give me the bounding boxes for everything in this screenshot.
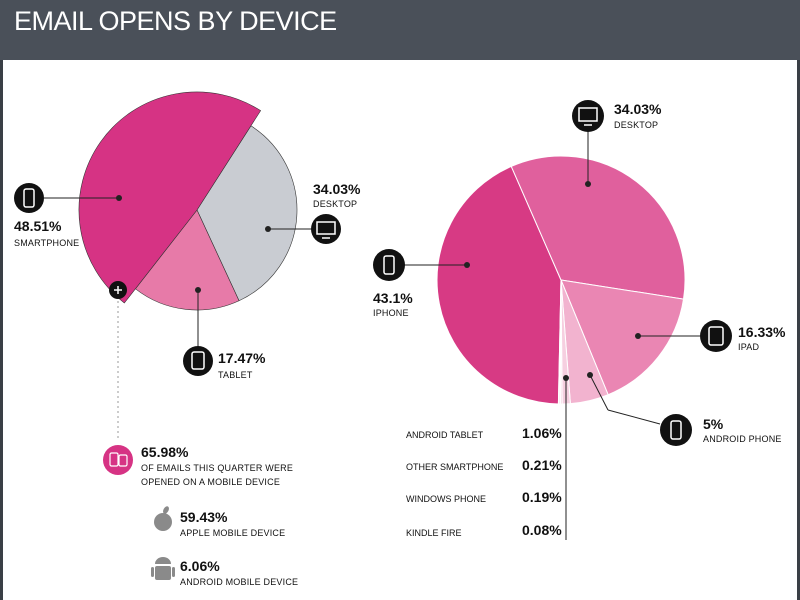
right-pie-value-label: 43.1% [373, 290, 413, 306]
leader-dot [563, 375, 569, 381]
small-slice-label: OTHER SMARTPHONE [406, 462, 504, 472]
tablet-icon [183, 346, 213, 376]
apple-icon-leaf [163, 506, 169, 514]
apple-mobile-value: 59.43% [180, 509, 228, 525]
left-pie-value-label: 17.47% [218, 350, 266, 366]
right-pie-slice-label: iPHONE [373, 308, 409, 318]
right-pie-value-label: 5% [703, 416, 724, 432]
leader-lines [44, 130, 700, 540]
small-slice-value: 0.08% [522, 522, 562, 538]
page-title: EMAIL OPENS BY DEVICE [14, 6, 337, 36]
left-pie-slice [135, 209, 240, 311]
left-pie-slice [78, 91, 262, 304]
android-icon-arm [172, 567, 175, 577]
right-pie-slice-label: DESKTOP [614, 120, 659, 130]
small-slice-value: 0.19% [522, 489, 562, 505]
right-pie-slice-label: ANDROID PHONE [703, 434, 782, 444]
tablet-icon-shape [191, 351, 205, 370]
right-pie-slice-label: iPAD [738, 342, 760, 352]
smartphone-icon [14, 183, 44, 213]
smartphone-icon-shape [23, 188, 35, 208]
left-pie-chart [78, 91, 298, 311]
ipad-icon [700, 320, 732, 352]
leader-line [607, 409, 661, 425]
small-slice-value: 0.21% [522, 457, 562, 473]
mobile-total-text-line1: OF EMAILS THIS QUARTER WERE [141, 463, 294, 473]
right-pie-slice [436, 165, 562, 405]
desktop-icon-shape [578, 107, 598, 122]
apple-icon [154, 513, 172, 531]
ipad-icon-shape [708, 326, 724, 346]
desktop-icon [572, 100, 604, 132]
desktop-icon [311, 214, 341, 244]
leader-dot [585, 181, 591, 187]
iphone-icon-shape [383, 255, 395, 275]
android-icon [155, 566, 171, 580]
small-slice-label: KINDLE FIRE [406, 528, 462, 538]
left-pie-slice [196, 125, 298, 302]
icons-layer [14, 100, 732, 580]
leader-dot [635, 333, 641, 339]
leader-dot [195, 287, 201, 293]
mobile-total-value: 65.98% [141, 444, 189, 460]
right-pie-slice [557, 279, 562, 405]
left-pie-value-label: 34.03% [313, 181, 361, 197]
frame-left-border [0, 0, 3, 600]
desktop-icon-shape [316, 221, 336, 235]
mobile-devices-icon-tablet [118, 454, 128, 467]
android-mobile-value: 6.06% [180, 558, 220, 574]
android-icon-head [155, 557, 171, 564]
frame-right-border [797, 0, 800, 600]
mobile-total-text-line2: OPENED ON A MOBILE DEVICE [141, 477, 281, 487]
leader-dot [464, 262, 470, 268]
right-pie-chart [436, 155, 686, 405]
android-mobile-label: ANDROID MOBILE DEVICE [180, 577, 299, 587]
right-pie-value-label: 34.03% [614, 101, 662, 117]
android-phone-icon-shape [670, 420, 682, 440]
android-icon-arm [151, 567, 154, 577]
left-pie-slice-label: TABLET [218, 370, 253, 380]
right-pie-value-label: 16.33% [738, 324, 786, 340]
right-pie-slice [560, 279, 685, 396]
left-pie-slice-label: DESKTOP [313, 199, 358, 209]
small-slice-value: 1.06% [522, 425, 562, 441]
apple-mobile-label: APPLE MOBILE DEVICE [180, 528, 286, 538]
iphone-icon [373, 249, 405, 281]
android-phone-icon [660, 414, 692, 446]
leader-line [589, 374, 609, 411]
small-slice-label: ANDROID TABLET [406, 430, 484, 440]
mobile-devices-icon-phone [109, 452, 119, 467]
header-bar: EMAIL OPENS BY DEVICE [0, 0, 800, 60]
leader-dot [116, 195, 122, 201]
leader-dot [587, 372, 593, 378]
leader-dot [265, 226, 271, 232]
left-pie-slice-label: SMARTPHONE [14, 238, 80, 248]
right-pie-slice [510, 155, 686, 300]
small-slice-label: WINDOWS PHONE [406, 494, 486, 504]
left-pie-value-label: 48.51% [14, 218, 62, 234]
